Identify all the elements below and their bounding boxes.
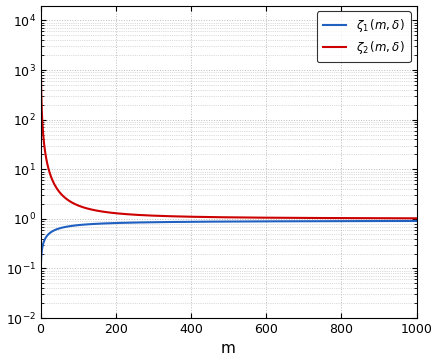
$\zeta_2\,(m, \delta)$ [57,191,63,195]
Line: $\zeta_2\,(m, \delta)$: $\zeta_2\,(m, \delta)$ [41,70,417,218]
$\zeta_1\,(m, \delta)$ [403,219,408,223]
$\zeta_1\,(m, \delta)$ [211,219,216,224]
$\zeta_2\,(m, \delta)$ [403,216,408,220]
$\zeta_1\,(m, \delta)$ [414,219,419,223]
$\zeta_1\,(m, \delta)$ [57,226,63,230]
X-axis label: m: m [221,341,236,357]
$\zeta_1\,(m, \delta)$ [334,219,339,223]
$\zeta_2\,(m, \delta)$ [414,216,419,220]
$\zeta_1\,(m, \delta)$ [221,219,226,224]
$\zeta_1\,(m, \delta)$ [403,219,408,223]
Legend: $\zeta_1\,(m, \delta)$, $\zeta_2\,(m, \delta)$: $\zeta_1\,(m, \delta)$, $\zeta_2\,(m, \d… [317,12,410,62]
$\zeta_2\,(m, \delta)$ [211,215,216,219]
$\zeta_2\,(m, \delta)$ [334,216,339,220]
$\zeta_2\,(m, \delta)$ [38,68,43,72]
$\zeta_1\,(m, \delta)$ [38,262,43,266]
Line: $\zeta_1\,(m, \delta)$: $\zeta_1\,(m, \delta)$ [41,221,417,264]
$\zeta_2\,(m, \delta)$ [221,215,226,219]
$\zeta_2\,(m, \delta)$ [403,216,408,220]
